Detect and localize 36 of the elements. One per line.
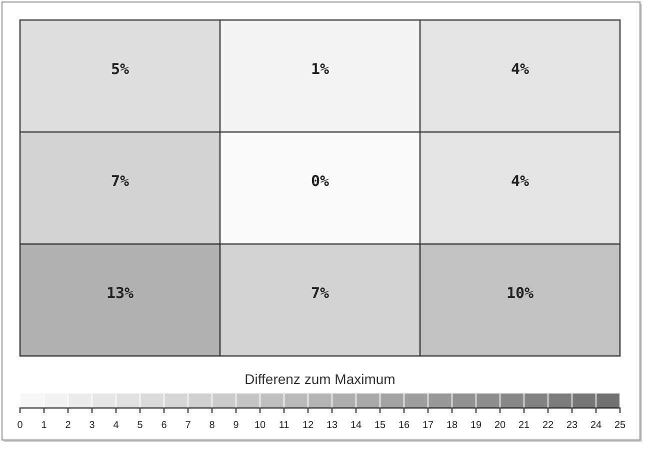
color-bar-label: 3 — [89, 420, 96, 432]
data-label: 7% — [310, 284, 330, 302]
color-bar-label: 5 — [137, 420, 144, 432]
color-bar-label: 1 — [41, 420, 48, 432]
color-bar-label: 6 — [161, 420, 168, 432]
color-bar-label: 4 — [113, 420, 120, 432]
color-bar-label: 25 — [614, 420, 626, 432]
color-bar-label: 16 — [398, 420, 410, 432]
color-bar-label: 2 — [65, 420, 72, 432]
color-bar-title: Differenz zum Maximum — [244, 371, 396, 387]
color-bar-label: 13 — [326, 420, 338, 432]
color-bar-label: 21 — [518, 420, 530, 432]
color-bar-label: 0 — [17, 420, 24, 432]
color-bar-label: 10 — [254, 420, 266, 432]
color-bar-label: 18 — [446, 420, 458, 432]
color-bar-label: 24 — [590, 420, 602, 432]
data-label: 13% — [106, 284, 134, 302]
data-label: 5% — [110, 60, 130, 78]
data-label: 7% — [110, 172, 130, 190]
color-bar-label: 12 — [302, 420, 314, 432]
color-bar-label: 17 — [422, 420, 434, 432]
color-bar-label: 23 — [566, 420, 578, 432]
color-bar-label: 19 — [470, 420, 482, 432]
color-bar-label: 9 — [233, 420, 240, 432]
color-bar-label: 22 — [542, 420, 554, 432]
data-label: 4% — [510, 60, 530, 78]
color-bar-label: 15 — [374, 420, 386, 432]
data-label: 10% — [506, 284, 534, 302]
color-bar-label: 7 — [185, 420, 192, 432]
data-label: 4% — [510, 172, 530, 190]
data-label: 0% — [310, 172, 330, 190]
color-bar-label: 20 — [494, 420, 506, 432]
color-bar-label: 14 — [350, 420, 362, 432]
data-label: 1% — [310, 60, 330, 78]
color-bar-label: 11 — [278, 420, 290, 432]
color-bar-label: 8 — [209, 420, 216, 432]
